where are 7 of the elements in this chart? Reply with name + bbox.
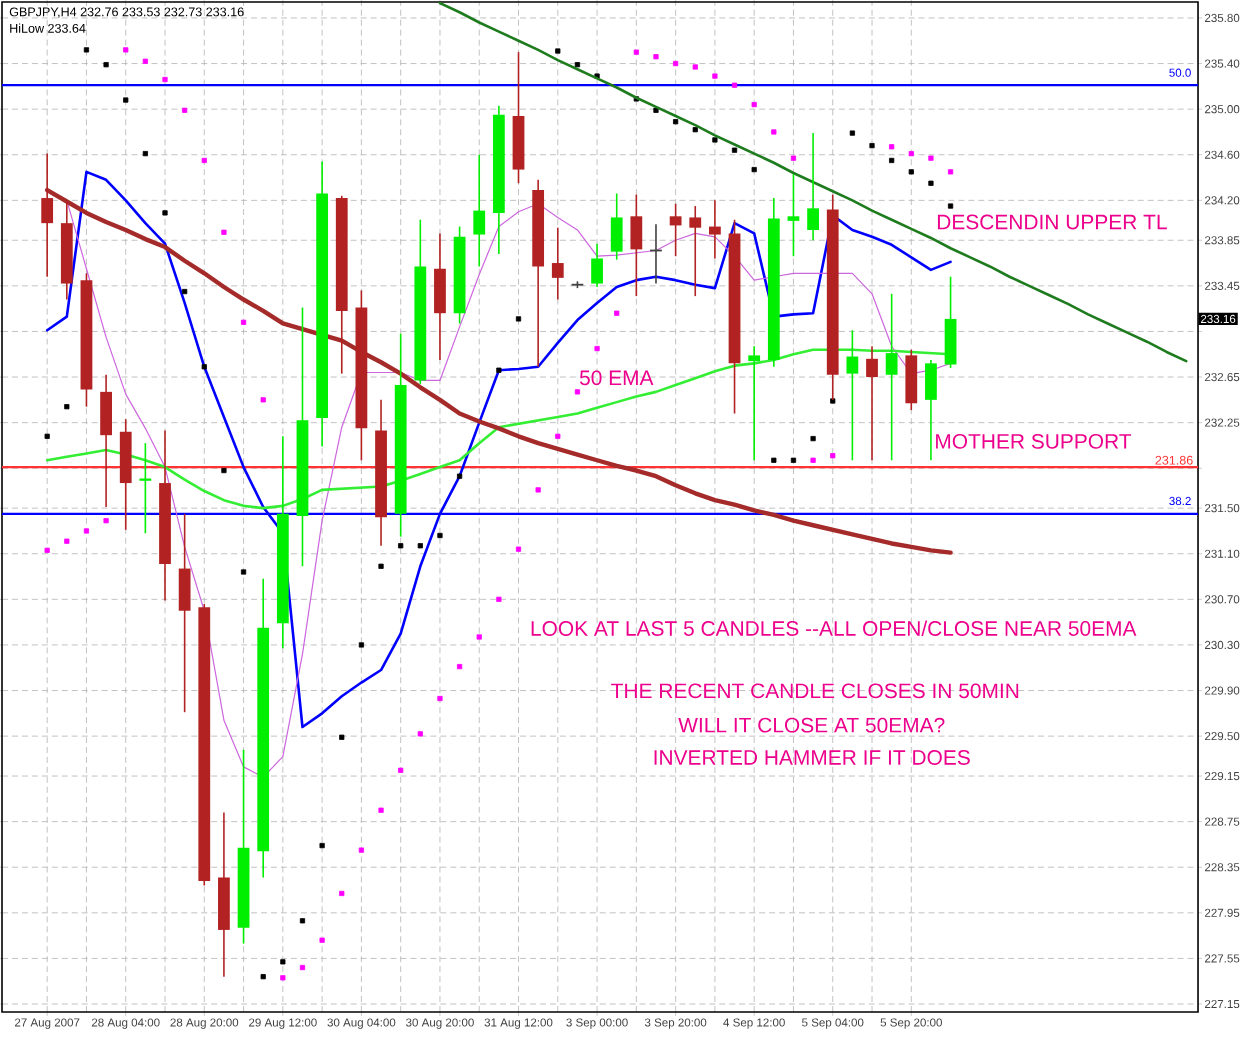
- series-label: 50 EMA: [579, 370, 654, 386]
- annotation: MOTHER SUPPORT: [936, 433, 1132, 449]
- annotation: THE RECENT CANDLE CLOSES IN 50MIN: [611, 683, 1019, 699]
- annotation: INVERTED HAMMER IF IT DOES: [654, 750, 970, 765]
- annotation: LOOK AT LAST 5 CANDLES --ALL OPEN/CLOSE NEAR 50EMA: [531, 620, 1137, 636]
- annotation: WILL IT CLOSE AT 50EMA?: [678, 717, 945, 733]
- series-label: DESCENDIN UPPER TL: [937, 214, 1167, 230]
